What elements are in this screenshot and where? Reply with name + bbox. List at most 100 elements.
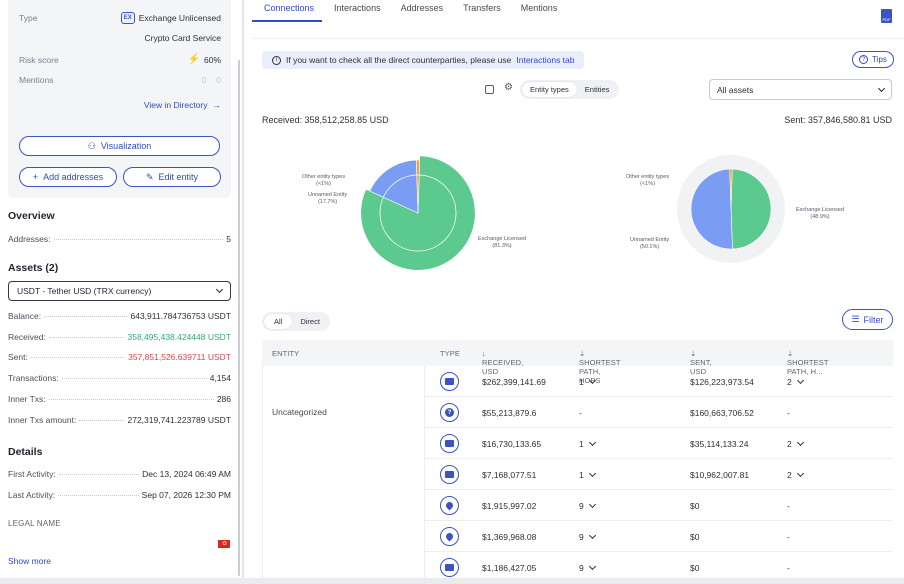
- chevron-down-icon[interactable]: [796, 469, 804, 478]
- interactions-tab-link[interactable]: Interactions tab: [516, 55, 575, 65]
- tips-label: Tips: [872, 55, 887, 64]
- sent-total: Sent: 357,846,580.81 USD: [784, 115, 892, 125]
- entities-option[interactable]: Entities: [584, 85, 610, 94]
- tab-addresses[interactable]: Addresses: [400, 3, 444, 13]
- last-activity-value: Sep 07, 2026 12:30 PM: [141, 490, 231, 500]
- direct-option[interactable]: Direct: [300, 317, 320, 326]
- transactions-value: 4,154: [209, 373, 231, 383]
- pencil-icon: ✎: [145, 171, 154, 182]
- tab-interactions[interactable]: Interactions: [334, 3, 381, 13]
- horizontal-scrollbar[interactable]: [0, 578, 904, 584]
- hops-received-cell[interactable]: 9: [579, 562, 596, 573]
- asset-select[interactable]: USDT - Tether USD (TRX currency): [8, 281, 231, 301]
- assets-filter-select[interactable]: All assets: [709, 79, 892, 100]
- inner-txs-amount-row: Inner Txs amount: 272,319,741.223789 USDT: [8, 415, 231, 425]
- hops-sent-cell[interactable]: 2: [787, 376, 804, 387]
- type-row: Type EX Exchange Unlicensed: [19, 12, 221, 24]
- hops-received-cell[interactable]: 1: [579, 438, 596, 449]
- entity-summary-card: Type EX Exchange Unlicensed Crypto Card S…: [8, 0, 231, 198]
- sidebar-scrollbar[interactable]: [238, 60, 240, 576]
- filter-button[interactable]: ☰ Filter: [842, 309, 893, 330]
- col-type[interactable]: TYPE: [440, 349, 460, 358]
- view-directory-label[interactable]: View in Directory: [143, 100, 208, 110]
- sent-row: Sent: 357,851,526.639711 USDT: [8, 352, 231, 362]
- first-activity-label: First Activity:: [8, 469, 56, 479]
- overview-title: Overview: [8, 210, 55, 222]
- table-row[interactable]: $262,399,141.69 1 $126,223,973.54 2: [425, 366, 893, 397]
- hops-sent-cell[interactable]: 2: [787, 469, 804, 480]
- balance-value: 643,911.784736753 USDT: [130, 311, 231, 321]
- col-hops-sent[interactable]: SHORTEST PATH, H... ⇣: [787, 349, 829, 376]
- edit-entity-button[interactable]: ✎ Edit entity: [123, 167, 221, 187]
- hops-received-cell[interactable]: 9: [579, 500, 596, 511]
- tab-transfers[interactable]: Transfers: [463, 3, 501, 13]
- lightning-icon: ⚡: [187, 54, 200, 65]
- col-sent[interactable]: SENT, USD ⇣: [690, 349, 712, 376]
- sent-cell: $35,114,133.24: [690, 439, 749, 449]
- type-label: Type: [19, 13, 38, 23]
- hops-sent-cell[interactable]: -: [787, 532, 790, 542]
- chevron-down-icon[interactable]: [796, 438, 804, 447]
- col-received[interactable]: RECEIVED, USD ↓: [482, 349, 524, 376]
- received-cell: $262,399,141.69: [482, 377, 546, 387]
- chart-view-icon[interactable]: [485, 85, 494, 94]
- pie-slice-other-entity-types[interactable]: [729, 168, 733, 210]
- table-row[interactable]: $1,369,968.08 9 $0 -: [425, 521, 893, 552]
- addresses-row: Addresses: 5: [8, 234, 231, 244]
- hops-received-cell[interactable]: 1: [579, 376, 596, 387]
- graph-icon: ⚇: [87, 140, 96, 151]
- chevron-down-icon[interactable]: [588, 376, 596, 385]
- pie-slice-unnamed-entity[interactable]: [690, 168, 733, 250]
- export-pdf-icon[interactable]: PDF: [881, 9, 892, 23]
- hops-sent-cell[interactable]: -: [787, 408, 790, 418]
- hops-sent-cell[interactable]: -: [787, 563, 790, 573]
- received-pie-chart: [360, 155, 476, 271]
- table-row[interactable]: ? $55,213,879.6 - $160,663,706.52 -: [425, 397, 893, 428]
- tab-connections[interactable]: Connections: [252, 0, 323, 22]
- table-row[interactable]: $1,915,997.02 9 $0 -: [425, 490, 893, 521]
- flag-icon: ✿: [218, 540, 230, 548]
- chevron-down-icon[interactable]: [588, 438, 596, 447]
- received-row: Received: 358,495,438.424448 USDT: [8, 332, 231, 342]
- chevron-down-icon[interactable]: [588, 500, 596, 509]
- table-row[interactable]: $7,168,077.51 1 $10,962,007.81 2: [425, 459, 893, 490]
- info-banner: i If you want to check all the direct co…: [262, 51, 584, 69]
- last-activity-row: Last Activity: Sep 07, 2026 12:30 PM: [8, 490, 231, 500]
- chevron-down-icon[interactable]: [588, 531, 596, 540]
- type-sub-row: Crypto Card Service: [19, 33, 221, 43]
- chevron-down-icon[interactable]: [588, 562, 596, 571]
- table-row[interactable]: $16,730,133.65 1 $35,114,133.24 2: [425, 428, 893, 459]
- pie-slice-other-entity-types[interactable]: [416, 159, 420, 214]
- view-directory-link[interactable]: View in Directory →: [19, 100, 221, 110]
- sent-label-exchange: Exchange Licensed (48.9%): [796, 207, 845, 220]
- settings-gear-icon[interactable]: ⚙: [504, 82, 513, 93]
- hops-received-cell[interactable]: 1: [579, 469, 596, 480]
- hops-received-cell[interactable]: 9: [579, 531, 596, 542]
- exchange-type-icon: EX: [120, 12, 135, 24]
- balance-row: Balance: 643,911.784736753 USDT: [8, 311, 231, 321]
- sent-cell: $160,663,706.52: [690, 408, 754, 418]
- chevron-down-icon[interactable]: [796, 376, 804, 385]
- tips-button[interactable]: ? Tips: [852, 51, 894, 68]
- tab-mentions[interactable]: Mentions: [520, 3, 558, 13]
- chevron-down-icon[interactable]: [588, 469, 596, 478]
- card-icon: [440, 558, 459, 577]
- received-label-unnamed: Unnamed Entity (17.7%): [308, 192, 348, 205]
- add-addresses-button[interactable]: + Add addresses: [19, 167, 117, 187]
- visualization-button[interactable]: ⚇ Visualization: [19, 136, 220, 156]
- pie-slice-unnamed-entity[interactable]: [369, 159, 419, 214]
- show-more-link[interactable]: Show more: [8, 556, 51, 566]
- entity-types-option[interactable]: Entity types: [522, 82, 577, 97]
- pie-slice-exchange-licensed[interactable]: [360, 155, 476, 271]
- hops-sent-cell[interactable]: 2: [787, 438, 804, 449]
- hops-received-cell[interactable]: -: [579, 408, 582, 418]
- col-hops-received[interactable]: SHORTEST PATH, HOPS ⇣: [579, 349, 621, 385]
- received-total: Received: 358,512,258.85 USD: [262, 115, 389, 125]
- received-cell: $55,213,879.6: [482, 408, 537, 418]
- pie-slice-exchange-licensed[interactable]: [730, 168, 772, 250]
- col-entity[interactable]: ENTITY: [272, 349, 300, 358]
- plus-icon: +: [32, 172, 39, 182]
- all-option[interactable]: All: [264, 314, 293, 329]
- pie-inner-ring: [379, 174, 457, 252]
- hops-sent-cell[interactable]: -: [787, 501, 790, 511]
